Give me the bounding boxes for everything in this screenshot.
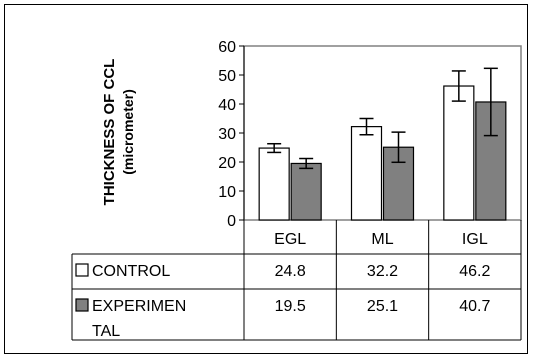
data-label-experimental-ml: 25.1: [367, 298, 398, 315]
y-tick-label: 50: [218, 68, 236, 85]
y-tick-label: 20: [218, 155, 236, 172]
bar-experimental-egl: [290, 162, 322, 221]
plot-border: [243, 45, 522, 221]
data-label-control-egl: 24.8: [275, 263, 306, 280]
y-axis-title-line2: (micrometer): [120, 89, 136, 175]
y-tick-label: 60: [218, 39, 236, 56]
legend-label-experimental: EXPERIMEN: [92, 298, 186, 315]
legend-label-control: CONTROL: [92, 263, 170, 280]
plot-area: 0 10 20 30 40 50 60: [218, 39, 522, 230]
legend-key-experimental: [75, 298, 89, 312]
bar-control-ml: [350, 126, 383, 221]
legend-label-experimental: TAL: [92, 323, 120, 340]
y-axis-title-line1: THICKNESS OF CCL: [101, 59, 118, 206]
category-label-igl: IGL: [462, 231, 488, 248]
data-label-control-ml: 32.2: [367, 263, 398, 280]
data-label-experimental-igl: 40.7: [459, 298, 490, 315]
bar-control-egl: [258, 147, 290, 221]
category-label-egl: EGL: [274, 231, 306, 248]
data-label-experimental-egl: 19.5: [275, 298, 306, 315]
y-tick-label: 0: [227, 213, 236, 230]
legend-key-control: [75, 263, 89, 277]
y-tick-label: 40: [218, 97, 236, 114]
data-label-control-igl: 46.2: [459, 263, 490, 280]
data-table: EGL ML IGL CONTROL 24.8 32.2 46.2 EXPERIMEN TAL 1…: [71, 220, 522, 341]
y-tick-label: 30: [218, 126, 236, 143]
category-label-ml: ML: [371, 231, 393, 248]
bar-control-igl: [443, 85, 475, 221]
y-tick-label: 10: [218, 184, 236, 201]
